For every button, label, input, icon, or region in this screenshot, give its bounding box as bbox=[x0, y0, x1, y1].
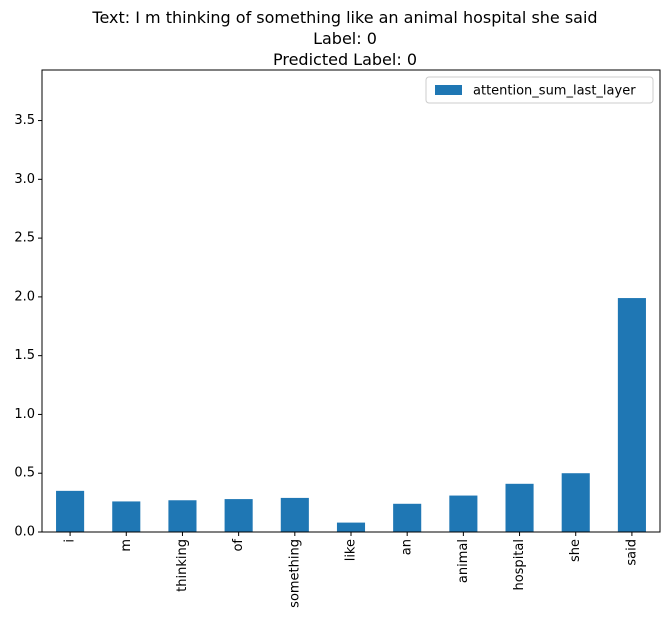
y-tick-label: 3.0 bbox=[14, 172, 35, 187]
bar-i bbox=[56, 490, 85, 532]
bar-she bbox=[561, 473, 590, 532]
x-tick-label: said bbox=[624, 539, 639, 566]
legend: attention_sum_last_layer bbox=[425, 76, 654, 104]
x-tick-label: she bbox=[568, 539, 583, 562]
x-tick-label: hospital bbox=[512, 539, 527, 591]
chart-title-line-1: Text: I m thinking of something like an … bbox=[92, 8, 598, 27]
x-tick-label: something bbox=[287, 539, 302, 608]
y-tick-label: 1.0 bbox=[14, 407, 35, 422]
x-tick-label: m bbox=[119, 539, 134, 552]
bar-animal bbox=[449, 495, 478, 532]
legend-label: attention_sum_last_layer bbox=[473, 84, 636, 99]
y-tick-label: 2.5 bbox=[14, 231, 35, 246]
bar-something bbox=[280, 497, 309, 532]
legend-swatch bbox=[435, 85, 462, 95]
y-tick-label: 0.0 bbox=[14, 525, 35, 540]
x-tick-label: i bbox=[63, 539, 78, 543]
bars-layer bbox=[56, 298, 646, 532]
y-tick-label: 2.0 bbox=[14, 289, 35, 304]
y-axis: 0.0 0.5 1.0 1.5 2.0 2.5 3.0 3.5 bbox=[14, 113, 42, 540]
bar-m bbox=[112, 501, 141, 532]
y-tick-label: 3.5 bbox=[14, 113, 35, 128]
y-tick-label: 1.5 bbox=[14, 348, 35, 363]
x-tick-label: thinking bbox=[175, 539, 190, 592]
plot-frame bbox=[41, 69, 661, 533]
x-tick-label: animal bbox=[456, 539, 471, 583]
x-tick-label: of bbox=[231, 539, 246, 552]
bar-thinking bbox=[168, 500, 197, 532]
legend-box bbox=[425, 76, 654, 104]
x-tick-label: like bbox=[344, 539, 359, 561]
bar-an bbox=[393, 503, 422, 532]
chart-title-line-3: Predicted Label: 0 bbox=[272, 50, 417, 69]
bar-hospital bbox=[505, 483, 534, 532]
bar-of bbox=[224, 499, 253, 532]
y-tick-label: 0.5 bbox=[14, 466, 35, 481]
bar-like bbox=[336, 522, 366, 532]
x-axis: i m thinking of something like an animal hospita… bbox=[63, 532, 639, 608]
x-tick-label: an bbox=[400, 539, 415, 555]
chart-title-line-2: Label: 0 bbox=[313, 29, 377, 48]
bar-said bbox=[617, 298, 646, 532]
